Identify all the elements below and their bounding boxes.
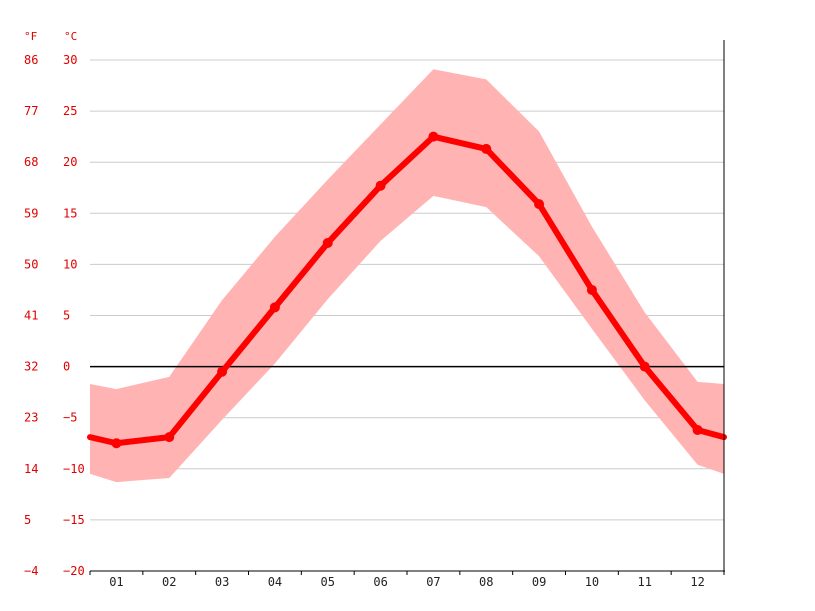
celsius-tick-label: 0: [63, 360, 70, 374]
celsius-tick-label: −5: [63, 411, 77, 425]
month-label-11: 11: [638, 575, 652, 589]
month-label-06: 06: [373, 575, 387, 589]
data-point-10: [586, 284, 597, 295]
month-label-03: 03: [215, 575, 229, 589]
fahrenheit-tick-label: 32: [24, 360, 38, 374]
celsius-unit-label: °C: [64, 30, 77, 43]
month-label-12: 12: [690, 575, 704, 589]
data-point-11: [639, 361, 650, 372]
data-point-04: [269, 302, 280, 313]
month-label-02: 02: [162, 575, 176, 589]
fahrenheit-tick-label: 5: [24, 513, 31, 527]
data-point-12: [692, 424, 703, 435]
celsius-tick-label: 30: [63, 53, 77, 67]
fahrenheit-tick-labels: 86 77 68 59 50 41 32 23 14 5 −4: [24, 53, 38, 578]
fahrenheit-tick-label: 23: [24, 411, 38, 425]
month-label-07: 07: [426, 575, 440, 589]
fahrenheit-tick-label: 14: [24, 462, 38, 476]
range-band-area: [90, 69, 724, 483]
fahrenheit-tick-label: 68: [24, 155, 38, 169]
mean-temperature-series: [87, 131, 727, 449]
month-label-01: 01: [109, 575, 123, 589]
data-point-03: [217, 366, 228, 377]
fahrenheit-tick-label: 41: [24, 309, 38, 323]
celsius-tick-label: 5: [63, 309, 70, 323]
celsius-tick-label: −10: [63, 462, 85, 476]
fahrenheit-unit-label: °F: [24, 30, 37, 43]
month-label-09: 09: [532, 575, 546, 589]
month-label-04: 04: [268, 575, 282, 589]
data-point-09: [534, 199, 545, 210]
data-point-05: [322, 237, 333, 248]
celsius-tick-label: 20: [63, 155, 77, 169]
fahrenheit-tick-label: 77: [24, 104, 38, 118]
celsius-tick-label: 15: [63, 206, 77, 220]
data-point-02: [164, 432, 175, 443]
celsius-tick-label: 10: [63, 257, 77, 271]
axes: [89, 40, 725, 575]
month-label-05: 05: [321, 575, 335, 589]
fahrenheit-tick-label: −4: [24, 564, 38, 578]
month-label-08: 08: [479, 575, 493, 589]
celsius-tick-label: 25: [63, 104, 77, 118]
data-point-08: [481, 143, 492, 154]
celsius-tick-labels: 30 25 20 15 10 5 0 −5 −10 −15 −20: [63, 53, 85, 578]
mean-line: [87, 133, 727, 447]
fahrenheit-tick-label: 50: [24, 257, 38, 271]
data-point-07: [428, 131, 439, 142]
data-point-01: [111, 438, 122, 449]
month-tick-labels: 01 02 03 04 05 06 07 08 09 10 11 12: [109, 575, 705, 589]
data-point-06: [375, 180, 386, 191]
celsius-tick-label: −20: [63, 564, 85, 578]
fahrenheit-tick-label: 59: [24, 206, 38, 220]
temperature-range-band: [90, 69, 724, 483]
month-label-10: 10: [585, 575, 599, 589]
fahrenheit-tick-label: 86: [24, 53, 38, 67]
celsius-tick-label: −15: [63, 513, 85, 527]
